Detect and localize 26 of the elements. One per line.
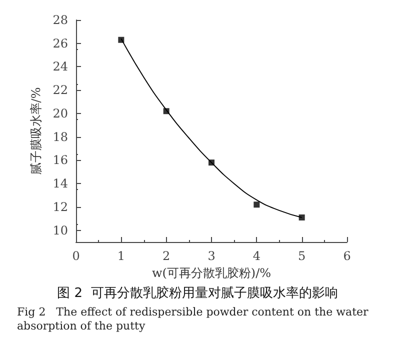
y-tick-label: 18 <box>52 130 68 144</box>
point <box>254 202 260 208</box>
point <box>298 214 305 220</box>
y-tick-label: 22 <box>52 83 68 98</box>
x-tick-label: 2 <box>162 249 170 263</box>
x-axis-title: w(可再分散乳胶粉)/% <box>152 266 272 280</box>
point <box>163 108 170 114</box>
point <box>208 160 214 166</box>
y-tick-label: 16 <box>52 153 68 168</box>
x-tick-label: 3 <box>208 249 216 263</box>
text: Fig 2 The effect of redispersible powder content on the water absorption of the putty <box>17 306 372 332</box>
y-tick-label: 24 <box>52 60 68 74</box>
y-tick-label: 10 <box>52 223 68 238</box>
x-tick-label: 0 <box>72 249 80 263</box>
y-axis-title: 腻子膜吸水率/% <box>28 87 43 175</box>
y-tick-label: 26 <box>52 36 68 50</box>
y-tick-label: 12 <box>52 200 68 214</box>
x-tick-label: 5 <box>298 249 306 263</box>
y-tick-label: 28 <box>52 13 68 27</box>
x-tick-label: 6 <box>343 249 351 263</box>
y-tick-label: 14 <box>52 176 68 191</box>
y-tick-label: 20 <box>52 106 68 120</box>
point <box>118 36 124 43</box>
x-tick-label: 1 <box>117 249 125 263</box>
text: 图 2 可再分散乳胶粉用量对腻子膜吸水率的影响 <box>57 285 338 301</box>
x-tick-label: 4 <box>252 249 261 263</box>
